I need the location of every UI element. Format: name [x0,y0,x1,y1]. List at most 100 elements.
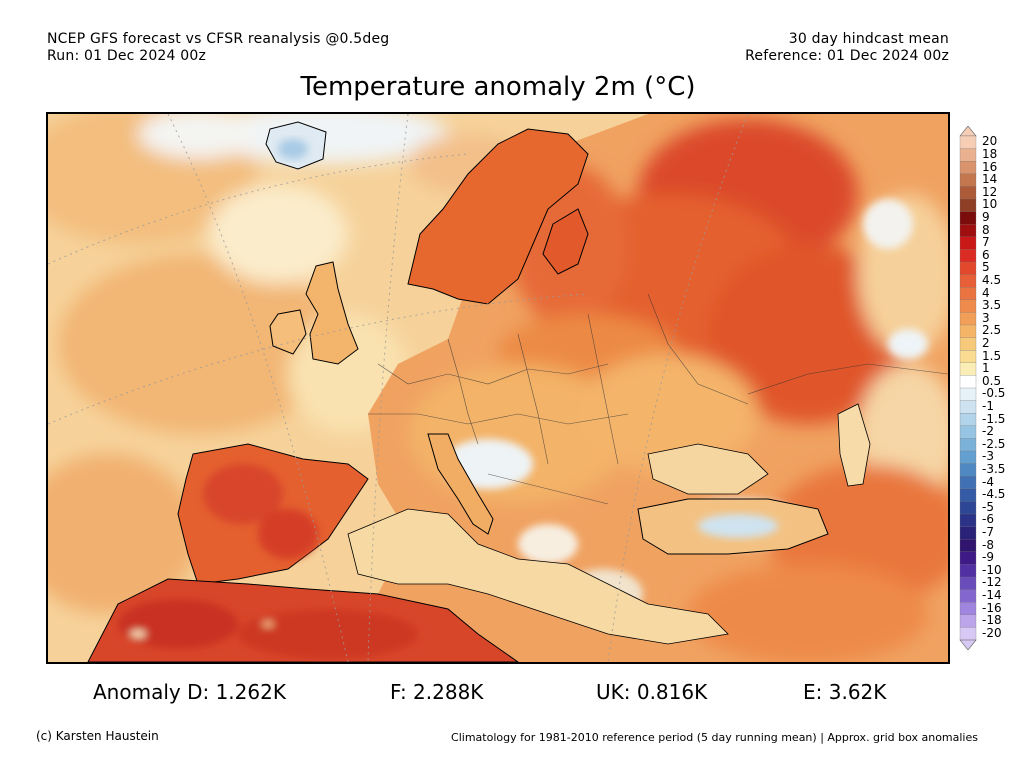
colorbar-tick-label: 2.5 [982,323,1002,338]
colorbar-tick-label: -14 [982,587,1002,602]
colorbar-tick-label: -3.5 [982,461,1006,476]
country-borders [368,293,948,505]
anomaly-stats: Anomaly D: 1.262K F: 2.288K UK: 0.816K E… [0,679,1024,707]
colorbar-swatch [959,501,977,515]
colorbar-swatch [959,539,977,553]
stat-uk: UK: 0.816K [596,680,708,704]
colorbar-bottom-arrow [959,639,977,650]
colorbar-swatch [959,261,977,276]
colorbar-tick-label: -3 [982,449,994,464]
reference-time: Reference: 01 Dec 2024 00z [745,48,949,64]
stat-e: E: 3.62K [803,680,887,704]
colorbar-tick-label: -0.5 [982,386,1006,401]
colorbar-tick-label: 20 [982,134,998,149]
colorbar-tick-label: -2 [982,424,994,439]
colorbar-tick-label: 4.5 [982,272,1002,287]
colorbar-swatch [959,186,977,200]
colorbar-swatch [959,400,977,414]
colorbar-swatch [959,236,977,250]
iceland [265,121,327,170]
colorbar-swatch [959,375,977,389]
colorbar-swatch [959,211,977,225]
colorbar [959,126,977,650]
colorbar-swatch [959,350,977,364]
colorbar-tick-label: -18 [982,613,1002,628]
colorbar-tick-label: 16 [982,159,998,174]
colorbar-tick-label: 6 [982,247,990,262]
colorbar-swatch [959,602,977,616]
colorbar-tick-label: -12 [982,575,1002,590]
colorbar-swatch [959,551,977,565]
colorbar-swatch [959,450,977,465]
hindcast-label: 30 day hindcast mean [788,31,949,47]
colorbar-swatch [959,513,977,528]
colorbar-tick-label: 1.5 [982,348,1002,363]
colorbar-swatch [959,413,977,427]
british-isles [269,261,359,365]
colorbar-swatch [959,287,977,301]
colorbar-swatch [959,476,977,490]
model-description: NCEP GFS forecast vs CFSR reanalysis @0.… [47,31,390,47]
colorbar-tick-label: -20 [982,625,1002,640]
colorbar-swatch [959,362,977,376]
colorbar-top-arrow [959,126,977,137]
colorbar-swatch [959,161,977,175]
anomaly-map [46,112,950,664]
stat-d: Anomaly D: 1.262K [93,680,286,704]
colorbar-swatch [959,576,977,591]
italy [427,433,494,535]
colorbar-swatch [959,627,977,641]
colorbar-swatch [959,224,977,238]
colorbar-tick-label: 7 [982,235,990,250]
colorbar-tick-label: -2.5 [982,436,1006,451]
run-time: Run: 01 Dec 2024 00z [47,48,207,64]
colorbar-tick-label: -6 [982,512,994,527]
colorbar-tick-label: 18 [982,146,998,161]
north-africa [87,578,519,662]
colorbar-tick-label: 2 [982,335,990,350]
scandinavia [407,128,589,305]
colorbar-swatch [959,564,977,578]
colorbar-tick-label: 4 [982,285,990,300]
colorbar-tick-label: 0.5 [982,373,1002,388]
colorbar-swatch [959,299,977,313]
colorbar-swatch [959,198,977,213]
colorbar-tick-label: -1.5 [982,411,1006,426]
graticule [48,114,749,662]
colorbar-tick-label: 10 [982,197,998,212]
colorbar-swatch [959,324,977,339]
header-left: NCEP GFS forecast vs CFSR reanalysis @0.… [47,31,389,65]
anatolia [637,498,829,555]
colorbar-swatch [959,337,977,351]
map-title: Temperature anomaly 2m (°C) [300,72,696,102]
colorbar-tick-label: -16 [982,600,1002,615]
colorbar-tick-label: 3.5 [982,298,1002,313]
colorbar-tick-label: 8 [982,222,990,237]
header-right: 30 day hindcast mean Reference: 01 Dec 2… [745,31,949,65]
colorbar-tick-label: -4 [982,474,994,489]
colorbar-tick-label: -10 [982,562,1002,577]
colorbar-swatch [959,614,977,628]
colorbar-tick-label: 3 [982,310,990,325]
colorbar-tick-label: -9 [982,550,994,565]
colorbar-tick-label: 9 [982,209,990,224]
colorbar-swatch [959,425,977,439]
colorbar-tick-label: 1 [982,361,990,376]
colorbar-tick-label: -8 [982,537,994,552]
copyright: (c) Karsten Haustein [36,729,159,743]
colorbar-tick-label: -7 [982,524,994,539]
colorbar-swatch [959,173,977,187]
climatology-note: Climatology for 1981-2010 reference peri… [451,731,978,744]
colorbar-swatch [959,274,977,288]
colorbar-tick-label: -4.5 [982,487,1006,502]
colorbar-swatch [959,249,977,263]
colorbar-swatch [959,312,977,326]
stat-f: F: 2.288K [390,680,484,704]
colorbar-swatch [959,488,977,502]
colorbar-swatch [959,148,977,162]
inland-seas [347,403,871,645]
colorbar-tick-label: -5 [982,499,994,514]
iberia [177,443,369,585]
colorbar-tick-label: 14 [982,172,998,187]
colorbar-swatch [959,526,977,540]
